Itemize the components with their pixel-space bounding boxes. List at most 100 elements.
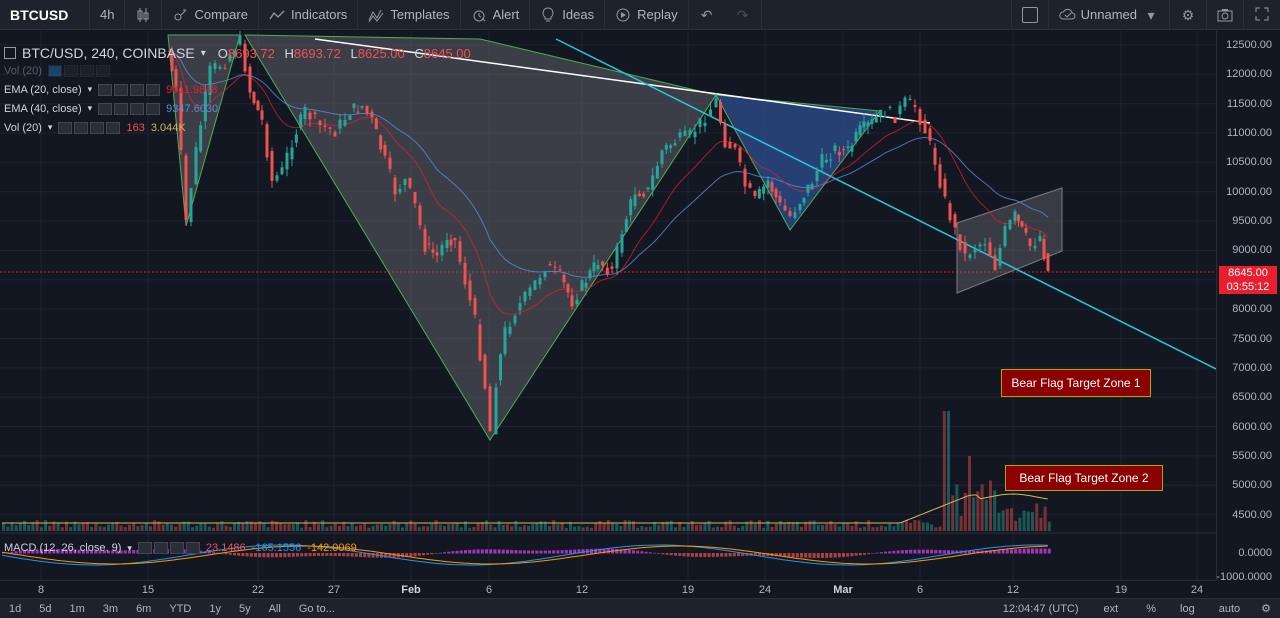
settings-icon[interactable] <box>74 121 89 134</box>
volume-bar <box>81 522 85 531</box>
ideas-button[interactable]: Ideas <box>530 0 606 30</box>
close-icon[interactable] <box>146 102 161 115</box>
time-axis-tick: 27 <box>327 584 341 596</box>
pattern-cup-blue[interactable] <box>715 94 881 231</box>
redo-button[interactable]: ↷ <box>725 0 762 30</box>
chevron-down-icon[interactable]: ▾ <box>127 542 132 553</box>
chart-type-button[interactable] <box>125 0 163 30</box>
bear-flag-target-zone-2[interactable]: Bear Flag Target Zone 2 <box>1005 465 1163 491</box>
range-5d[interactable]: 5d <box>39 602 52 615</box>
volume-bar <box>123 527 127 531</box>
settings-icon[interactable] <box>153 542 168 554</box>
eye-icon[interactable] <box>137 542 152 554</box>
volume-bar <box>892 526 896 531</box>
snapshot-button[interactable] <box>1207 0 1244 30</box>
volume-bar <box>955 484 959 531</box>
volume-bar <box>119 525 123 531</box>
range-1d[interactable]: 1d <box>9 602 22 615</box>
indicators-button[interactable]: Indicators <box>259 0 359 30</box>
candle-body <box>820 154 824 168</box>
main-series-legend[interactable]: BTC/USD, 240, COINBASE ▾ O8693.72 H8693.… <box>4 45 471 61</box>
ext-toggle[interactable]: ext <box>1103 602 1119 615</box>
chart-pane[interactable]: BTC/USD, 240, COINBASE ▾ O8693.72 H8693.… <box>0 31 1280 580</box>
indicator-row-vol-faded[interactable]: Vol (20) <box>4 61 471 80</box>
expand-button[interactable] <box>1244 0 1280 30</box>
log-toggle[interactable]: log <box>1180 602 1195 615</box>
range-1y[interactable]: 1y <box>209 602 221 615</box>
range-3m[interactable]: 3m <box>102 602 119 615</box>
volume-bar <box>266 527 270 531</box>
neckline-trendline[interactable] <box>555 38 1216 370</box>
volume-bar <box>10 522 14 531</box>
settings-icon[interactable] <box>63 64 78 77</box>
candle-body <box>988 242 992 257</box>
fullscreen-toggle[interactable] <box>1010 0 1049 30</box>
templates-button[interactable]: Templates <box>358 0 461 30</box>
indicator-row-vol[interactable]: Vol (20) ▾ 163 3.044K <box>4 118 471 137</box>
price-axis[interactable]: 12500.00 12000.00 11500.00 11000.00 10500.00… <box>1216 31 1280 583</box>
layout-menu-button[interactable]: Unnamed ▾ <box>1049 0 1170 30</box>
legend-toggle-icon[interactable] <box>4 47 16 59</box>
close-icon[interactable] <box>95 64 110 77</box>
chevron-down-icon[interactable]: ▾ <box>87 84 93 94</box>
candle-body <box>427 243 431 245</box>
macd-value: -165.1556 <box>251 542 302 554</box>
chevron-down-icon[interactable]: ▾ <box>47 122 53 132</box>
settings-icon[interactable] <box>114 83 129 96</box>
close-icon[interactable] <box>106 121 121 134</box>
range-6m[interactable]: 6m <box>136 602 152 615</box>
percent-toggle[interactable]: % <box>1146 602 1157 615</box>
more-icon[interactable] <box>169 542 184 554</box>
more-icon[interactable] <box>90 121 105 134</box>
eye-icon[interactable] <box>98 83 113 96</box>
close-label: C <box>414 45 424 61</box>
range-ytd[interactable]: YTD <box>169 602 192 615</box>
resistance-trendline[interactable] <box>314 38 931 124</box>
volume-bar <box>884 526 887 531</box>
candle-body <box>435 252 439 256</box>
volume-bar <box>602 522 606 531</box>
candle-body <box>413 192 417 204</box>
replay-button[interactable]: Replay <box>605 0 689 30</box>
macd-legend[interactable]: MACD (12, 26, close, 9) ▾ 23.1486 -165.1… <box>4 542 357 554</box>
volume-bar <box>1010 508 1013 531</box>
settings-icon[interactable] <box>114 102 129 115</box>
range-5y[interactable]: 5y <box>238 602 251 615</box>
macd-hist-bar <box>1026 548 1030 554</box>
symbol-search[interactable]: BTCUSD <box>0 0 90 30</box>
utc-clock[interactable]: 12:04:47 (UTC) <box>1002 602 1079 615</box>
more-icon[interactable] <box>130 83 145 96</box>
close-icon[interactable] <box>185 542 200 554</box>
compare-button[interactable]: Compare <box>162 0 259 30</box>
close-icon[interactable] <box>146 83 161 96</box>
eye-icon[interactable] <box>98 102 113 115</box>
replay-icon <box>615 7 631 23</box>
alert-button[interactable]: Alert <box>461 0 531 30</box>
goto-button[interactable]: Go to... <box>298 602 335 615</box>
bear-flag-channel[interactable] <box>956 187 1063 294</box>
time-axis[interactable]: 8 15 22 27 Feb 6 12 19 24 Mar 6 12 19 24 <box>0 580 1216 598</box>
indicator-row-ema40[interactable]: EMA (40, close) ▾ 9347.6030 <box>4 99 471 118</box>
eye-icon[interactable] <box>58 121 73 134</box>
settings-button[interactable]: ⚙ <box>1170 0 1207 30</box>
volume-bar <box>480 522 484 531</box>
indicator-row-ema20[interactable]: EMA (20, close) ▾ 9011.9848 <box>4 80 471 99</box>
chevron-down-icon[interactable]: ▾ <box>200 47 206 59</box>
range-all[interactable]: All <box>268 602 281 615</box>
macd-hist-bar <box>955 550 959 554</box>
volume-bar <box>934 527 938 531</box>
more-icon[interactable] <box>130 102 145 115</box>
bear-flag-target-zone-1[interactable]: Bear Flag Target Zone 1 <box>1001 369 1151 397</box>
auto-toggle[interactable]: auto <box>1218 602 1241 615</box>
chevron-down-icon[interactable]: ▾ <box>87 103 93 113</box>
gear-icon[interactable]: ⚙ <box>1261 603 1271 615</box>
undo-button[interactable]: ↶ <box>689 0 725 30</box>
interval-button[interactable]: 4h <box>90 0 126 30</box>
price-axis-tick: 12500.00 <box>1226 39 1272 51</box>
more-icon[interactable] <box>79 64 94 77</box>
candle-body <box>879 109 883 117</box>
eye-icon[interactable] <box>47 64 62 77</box>
price-chart[interactable] <box>0 31 1216 580</box>
macd-hist-bar <box>65 549 68 554</box>
range-1m[interactable]: 1m <box>69 602 85 615</box>
